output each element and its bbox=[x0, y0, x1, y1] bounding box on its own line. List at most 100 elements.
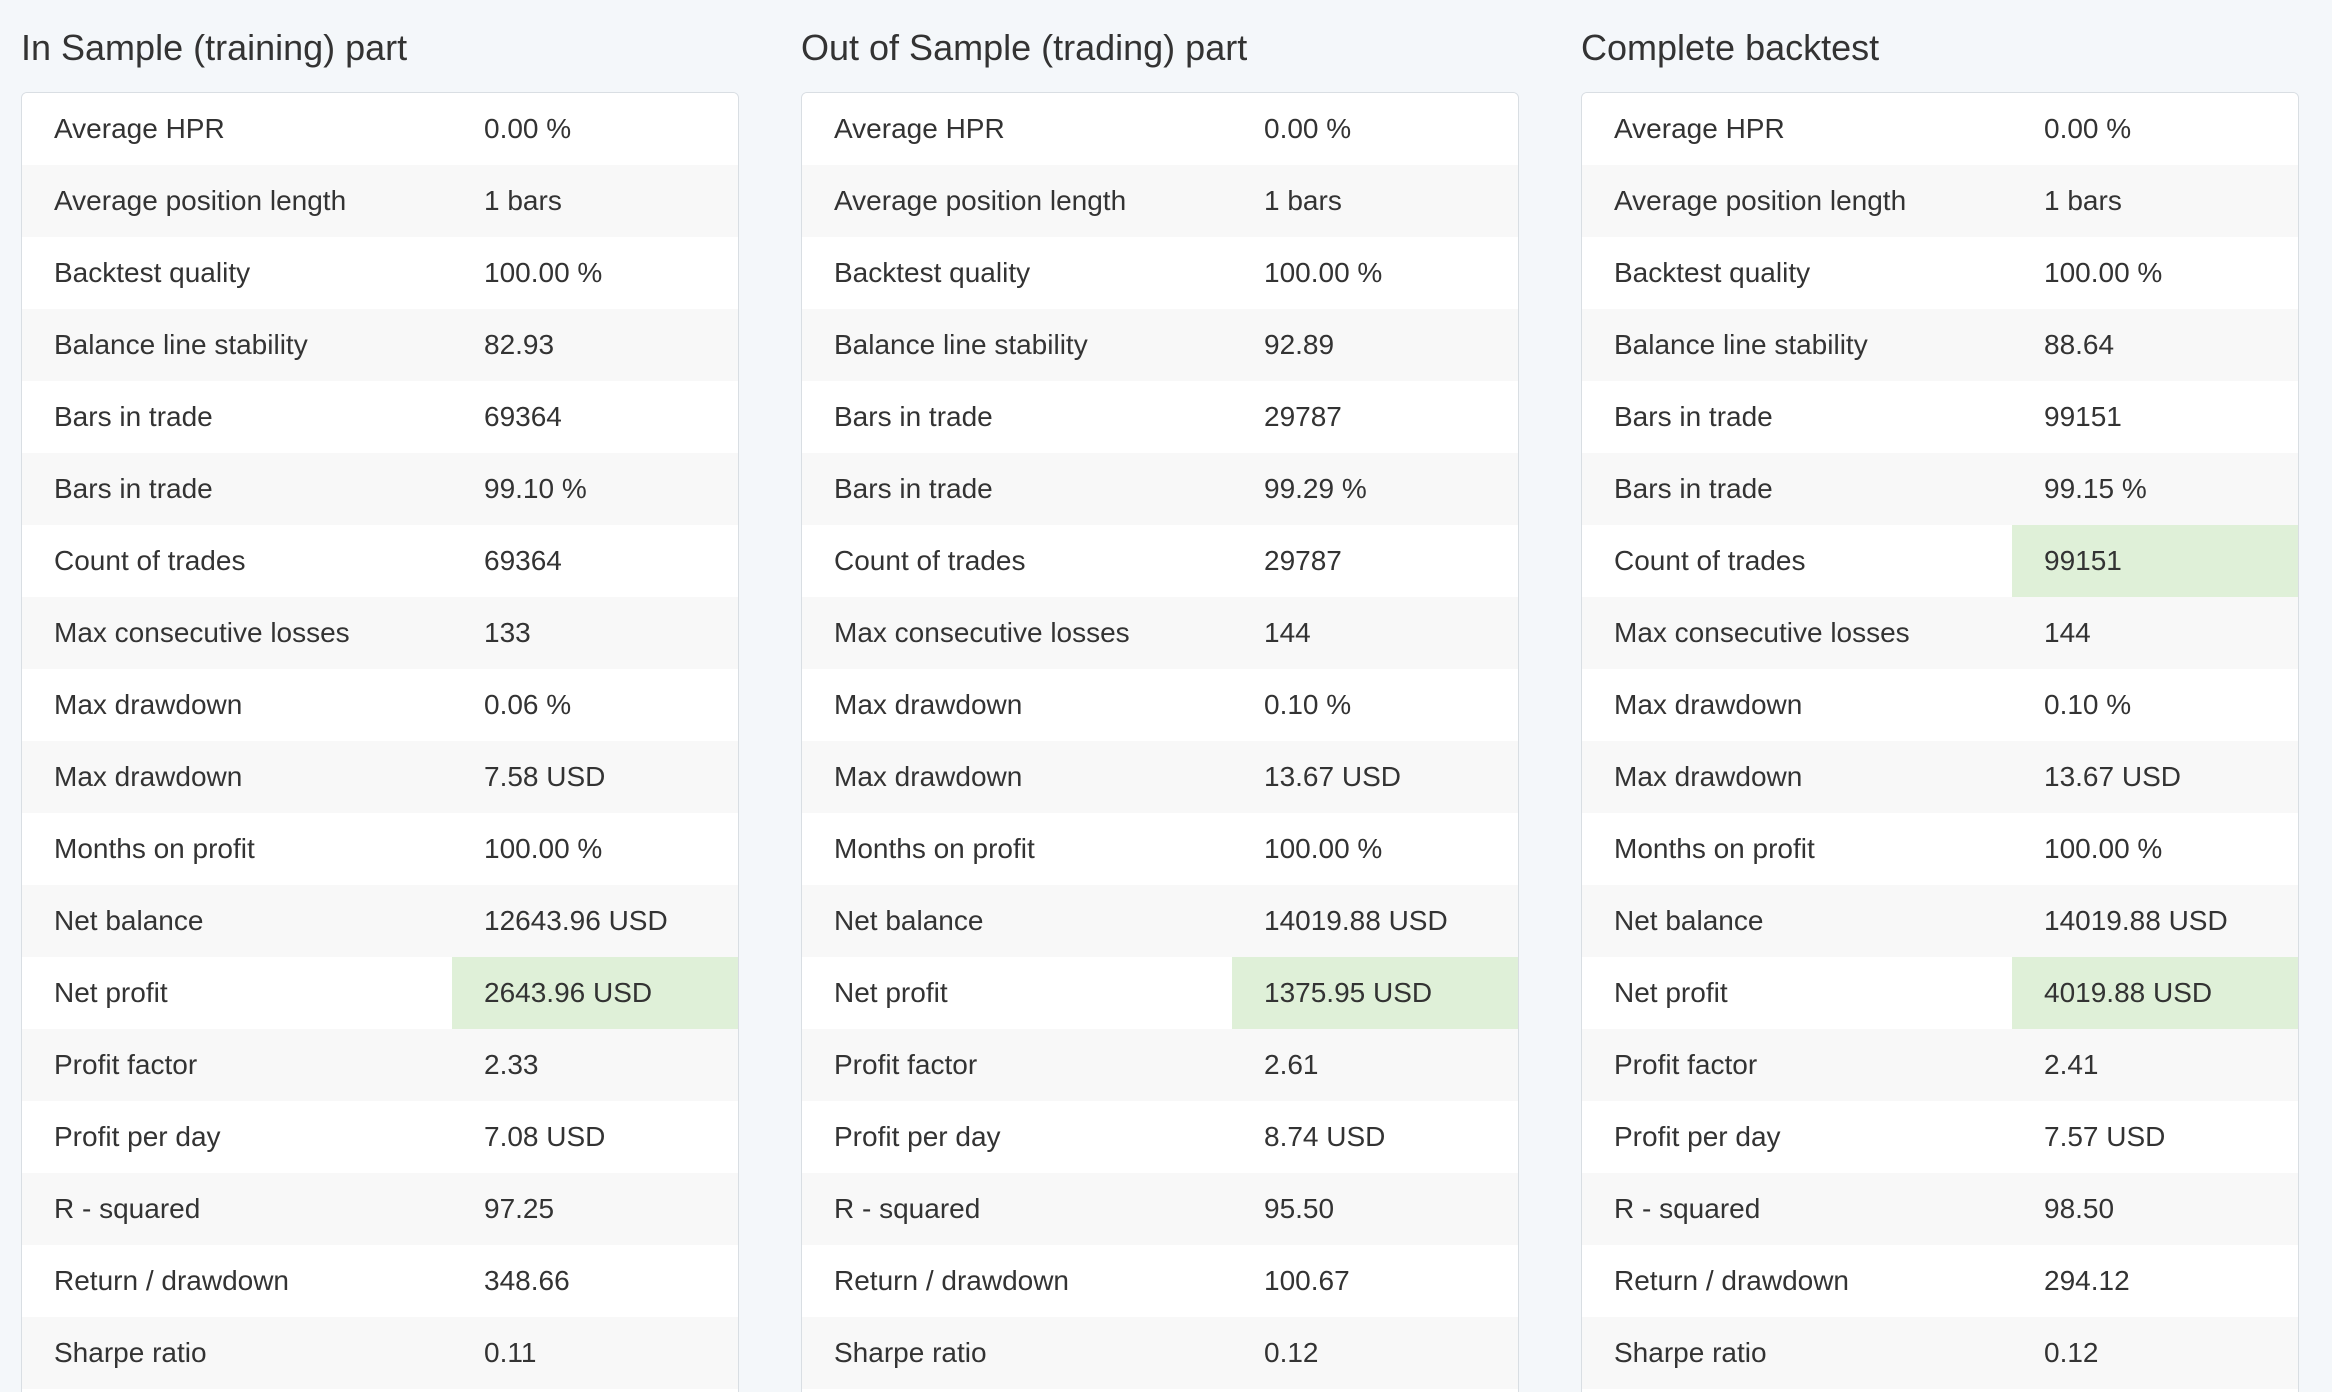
metric-value: 8.74 USD bbox=[1232, 1101, 1518, 1173]
metric-label: Return / drawdown bbox=[1582, 1245, 2012, 1317]
panel-title-complete-backtest: Complete backtest bbox=[1581, 27, 1880, 68]
metric-label: Net balance bbox=[802, 885, 1232, 957]
table-row: Backtest quality 100.00 % bbox=[22, 237, 738, 309]
metric-label: Return / drawdown bbox=[22, 1245, 452, 1317]
metric-value: 133 bbox=[452, 597, 738, 669]
table-row: Count of trades 29787 bbox=[802, 525, 1518, 597]
metric-value-highlighted: 1375.95 USD bbox=[1232, 957, 1518, 1029]
metric-label: Sharpe ratio bbox=[1582, 1317, 2012, 1389]
metric-value: 88.64 bbox=[2012, 309, 2298, 381]
metric-value: 1 bars bbox=[1232, 165, 1518, 237]
metric-label: Max drawdown bbox=[1582, 741, 2012, 813]
metric-label: Max drawdown bbox=[1582, 669, 2012, 741]
table-row: Net profit 1375.95 USD bbox=[802, 957, 1518, 1029]
metric-value: 0.12 bbox=[1232, 1317, 1518, 1389]
table-row: Profit factor 2.33 bbox=[22, 1029, 738, 1101]
metric-value: 2.33 bbox=[452, 1029, 738, 1101]
metric-label: Average position length bbox=[22, 165, 452, 237]
table-row: R - squared 98.50 bbox=[1582, 1173, 2298, 1245]
table-row: Net profit 2643.96 USD bbox=[22, 957, 738, 1029]
panel-title-out-of-sample: Out of Sample (trading) part bbox=[801, 27, 1248, 68]
metric-value: 100.00 % bbox=[2012, 237, 2298, 309]
table-row: R - squared 95.50 bbox=[802, 1173, 1518, 1245]
metric-label: Bars in trade bbox=[1582, 453, 2012, 525]
metric-value: 0.10 % bbox=[2012, 669, 2298, 741]
table-row: Average position length 1 bars bbox=[1582, 165, 2298, 237]
metric-label: Profit per day bbox=[22, 1101, 452, 1173]
metric-value: 100.00 % bbox=[1232, 813, 1518, 885]
metric-value: 29787 bbox=[1232, 381, 1518, 453]
metric-label: Bars in trade bbox=[1582, 381, 2012, 453]
metric-label: Max consecutive losses bbox=[1582, 597, 2012, 669]
metric-value-highlighted: 2643.96 USD bbox=[452, 957, 738, 1029]
metric-label: Net balance bbox=[22, 885, 452, 957]
table-row: Bars in trade 69364 bbox=[22, 381, 738, 453]
table-row: Balance line stability 88.64 bbox=[1582, 309, 2298, 381]
metric-value: 7.08 USD bbox=[452, 1101, 738, 1173]
metric-value: 0.11 bbox=[452, 1317, 738, 1389]
table-row: R - squared 97.25 bbox=[22, 1173, 738, 1245]
table-row: Average position length 1 bars bbox=[22, 165, 738, 237]
table-row: Months on profit 100.00 % bbox=[1582, 813, 2298, 885]
table-row: Max drawdown 0.10 % bbox=[802, 669, 1518, 741]
metric-label: Sharpe ratio bbox=[802, 1317, 1232, 1389]
metric-label: R - squared bbox=[802, 1173, 1232, 1245]
metric-value: 13.67 USD bbox=[1232, 741, 1518, 813]
metric-label: Max drawdown bbox=[22, 669, 452, 741]
table-row: Sharpe ratio 0.11 bbox=[22, 1317, 738, 1389]
table-row: Average HPR 0.00 % bbox=[802, 93, 1518, 165]
metric-label: Max drawdown bbox=[802, 741, 1232, 813]
metric-label: Bars in trade bbox=[22, 381, 452, 453]
metric-value: 7.57 USD bbox=[2012, 1101, 2298, 1173]
metric-value: 1 bars bbox=[452, 165, 738, 237]
metric-label: Net balance bbox=[1582, 885, 2012, 957]
table-row: Balance line stability 82.93 bbox=[22, 309, 738, 381]
metric-value: 100.00 % bbox=[452, 813, 738, 885]
metric-value: 98.50 bbox=[2012, 1173, 2298, 1245]
table-row: Months on profit 100.00 % bbox=[22, 813, 738, 885]
table-row: Max consecutive losses 133 bbox=[22, 597, 738, 669]
metric-label: Average HPR bbox=[1582, 93, 2012, 165]
table-row: Average position length 1 bars bbox=[802, 165, 1518, 237]
metric-label: Backtest quality bbox=[1582, 237, 2012, 309]
table-row: Max drawdown 13.67 USD bbox=[802, 741, 1518, 813]
metric-label: Profit factor bbox=[802, 1029, 1232, 1101]
table-row: Max drawdown 7.58 USD bbox=[22, 741, 738, 813]
metric-label: R - squared bbox=[22, 1173, 452, 1245]
metric-value: 294.12 bbox=[2012, 1245, 2298, 1317]
table-row: Max drawdown 0.06 % bbox=[22, 669, 738, 741]
table-row: Backtest quality 100.00 % bbox=[1582, 237, 2298, 309]
metric-value: 0.12 bbox=[2012, 1317, 2298, 1389]
panel-complete-backtest: Complete backtest Average HPR 0.00 % Avera… bbox=[1581, 0, 2301, 1392]
metric-label: Count of trades bbox=[22, 525, 452, 597]
metric-label: Balance line stability bbox=[22, 309, 452, 381]
metric-value: 92.89 bbox=[1232, 309, 1518, 381]
metric-value: 144 bbox=[1232, 597, 1518, 669]
table-row: Months on profit 100.00 % bbox=[802, 813, 1518, 885]
stats-table-in-sample: Average HPR 0.00 % Average position length… bbox=[21, 92, 739, 1392]
metric-value: 0.00 % bbox=[2012, 93, 2298, 165]
stats-table-complete-backtest: Average HPR 0.00 % Average position length… bbox=[1581, 92, 2299, 1392]
table-row: Profit factor 2.61 bbox=[802, 1029, 1518, 1101]
table-row: Return / drawdown 348.66 bbox=[22, 1245, 738, 1317]
metric-label: Bars in trade bbox=[802, 453, 1232, 525]
table-row: Profit factor 2.41 bbox=[1582, 1029, 2298, 1101]
metric-value: 100.00 % bbox=[1232, 237, 1518, 309]
table-row: Return / drawdown 294.12 bbox=[1582, 1245, 2298, 1317]
table-row: Bars in trade 99.29 % bbox=[802, 453, 1518, 525]
table-row: Max drawdown 13.67 USD bbox=[1582, 741, 2298, 813]
metric-value: 0.00 % bbox=[452, 93, 738, 165]
table-row: Profit per day 7.08 USD bbox=[22, 1101, 738, 1173]
metric-value: 99.15 % bbox=[2012, 453, 2298, 525]
metric-value: 29787 bbox=[1232, 525, 1518, 597]
metric-value: 2.41 bbox=[2012, 1029, 2298, 1101]
metric-label: Average position length bbox=[802, 165, 1232, 237]
metric-value-highlighted: 99151 bbox=[2012, 525, 2298, 597]
table-row: Net balance 12643.96 USD bbox=[22, 885, 738, 957]
metric-label: Backtest quality bbox=[802, 237, 1232, 309]
metric-value: 12643.96 USD bbox=[452, 885, 738, 957]
metric-label: Return / drawdown bbox=[802, 1245, 1232, 1317]
table-row: Net balance 14019.88 USD bbox=[1582, 885, 2298, 957]
metric-label: Max consecutive losses bbox=[802, 597, 1232, 669]
